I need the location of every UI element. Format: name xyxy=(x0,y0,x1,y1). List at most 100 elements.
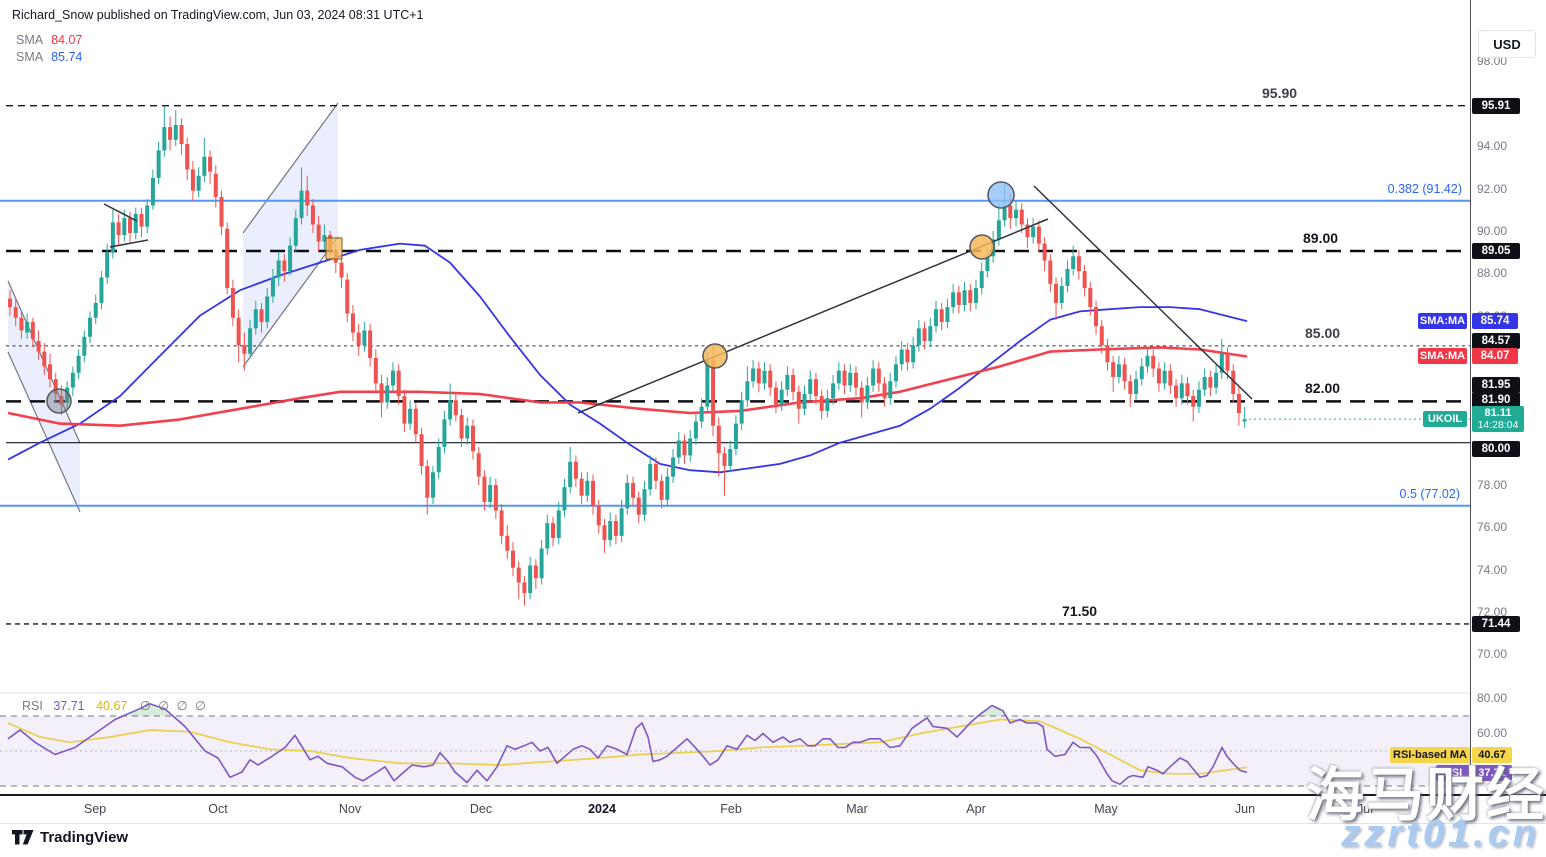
candle-body xyxy=(659,480,664,500)
candle-body xyxy=(813,379,818,397)
candle-body xyxy=(928,326,933,342)
price-axis-tick: 70.00 xyxy=(1477,647,1508,662)
candle-body xyxy=(996,220,1001,240)
candle-body xyxy=(756,368,761,384)
candle-body xyxy=(339,262,344,278)
candle-body xyxy=(836,370,841,384)
price-axis-tick: 76.00 xyxy=(1477,520,1508,535)
price-axis-tag: 81.90 xyxy=(1472,392,1520,408)
candle-body xyxy=(551,523,556,538)
candle-body xyxy=(316,224,321,242)
candle-body xyxy=(253,309,258,329)
time-axis[interactable]: Sep Oct Nov Dec 2024 Feb Mar Apr May Jun Jul xyxy=(0,796,1546,824)
candle-body xyxy=(545,523,550,549)
candle-body xyxy=(602,525,607,541)
level-label: 71.50 xyxy=(1062,602,1098,619)
candle-body xyxy=(1156,368,1161,384)
channel-drawing xyxy=(8,281,80,512)
candle-body xyxy=(1116,364,1121,378)
candle-body xyxy=(1031,226,1036,238)
candle-body xyxy=(156,150,161,178)
time-axis-label-May: May xyxy=(1094,802,1118,816)
candle-body xyxy=(579,478,584,496)
candle-body xyxy=(202,156,207,176)
currency-button[interactable]: USD xyxy=(1478,30,1536,58)
trendline xyxy=(103,203,138,222)
highlight-circle xyxy=(969,234,995,260)
candle-body xyxy=(631,482,636,498)
candle-body xyxy=(568,461,573,488)
candle-body xyxy=(968,290,973,303)
candle-body xyxy=(150,177,155,206)
rsi-ma-value: 40.67 xyxy=(96,699,128,713)
candle-body xyxy=(53,379,58,394)
level-label: 95.90 xyxy=(1262,84,1298,101)
candle-body xyxy=(185,144,190,170)
candle-body xyxy=(1036,226,1041,244)
price-axis-tag: 89.05 xyxy=(1472,243,1520,259)
candle-body xyxy=(1059,285,1064,303)
candle-body xyxy=(270,277,275,297)
candle-body xyxy=(945,307,950,322)
trendline xyxy=(1033,185,1253,400)
candle-body xyxy=(145,205,150,227)
tradingview-branding[interactable]: TradingView xyxy=(12,829,128,846)
time-axis-label-Oct: Oct xyxy=(208,802,228,816)
price-axis-tick: 72.00 xyxy=(1477,605,1508,620)
candle-body xyxy=(848,372,853,386)
candle-body xyxy=(122,218,127,236)
candle-body xyxy=(1065,269,1070,286)
candle-body xyxy=(402,396,407,424)
candle-body xyxy=(688,438,693,456)
candle-body xyxy=(1174,385,1179,399)
candle-body xyxy=(276,260,281,278)
sma-slow-axis-value: 85.74 xyxy=(1472,313,1518,329)
candle-body xyxy=(1214,372,1219,388)
candle-body xyxy=(871,368,876,386)
candle-body xyxy=(556,510,561,538)
candle-body xyxy=(1231,370,1236,394)
candle-body xyxy=(293,218,298,246)
candle-body xyxy=(916,328,921,346)
candle-body xyxy=(1225,353,1230,371)
candle-body xyxy=(573,461,578,479)
candle-body xyxy=(350,313,355,333)
highlight-circle xyxy=(702,343,728,369)
candle-body xyxy=(888,381,893,399)
candle-body xyxy=(208,156,213,172)
candle-body xyxy=(636,497,641,515)
candle-body xyxy=(676,440,681,458)
price-axis-tick: 88.00 xyxy=(1477,266,1508,281)
candle-body xyxy=(1042,243,1047,261)
candle-body xyxy=(1134,379,1139,394)
candle-body xyxy=(482,476,487,502)
candle-body xyxy=(1208,377,1213,388)
price-axis-tick: 92.00 xyxy=(1477,181,1508,196)
candle-body xyxy=(242,345,247,354)
level-label: 85.00 xyxy=(1305,324,1341,341)
price-chart-canvas[interactable] xyxy=(0,0,1470,794)
candle-body xyxy=(751,368,756,382)
candle-body xyxy=(842,370,847,386)
candle-body xyxy=(1179,383,1184,399)
candle-body xyxy=(373,357,378,384)
candle-body xyxy=(825,398,830,411)
candle-body xyxy=(511,550,516,568)
sma-slow-value: 85.74 xyxy=(51,50,83,64)
last-price: 81.11 xyxy=(1484,407,1512,419)
candle-body xyxy=(288,245,293,272)
candle-body xyxy=(648,463,653,490)
candle-body xyxy=(1105,345,1110,363)
time-axis-label-Feb: Feb xyxy=(720,802,742,816)
candle-body xyxy=(310,205,315,225)
sma-fast-series-tag: SMA:MA xyxy=(1418,348,1467,364)
candle-body xyxy=(453,400,458,416)
candle-body xyxy=(19,317,24,331)
candle-body xyxy=(933,309,938,327)
sma-fast-line xyxy=(7,346,1248,427)
candle-body xyxy=(1242,419,1247,422)
time-axis-label-Apr: Apr xyxy=(966,802,986,816)
candle-body xyxy=(1202,377,1207,390)
channel-border xyxy=(242,236,339,368)
